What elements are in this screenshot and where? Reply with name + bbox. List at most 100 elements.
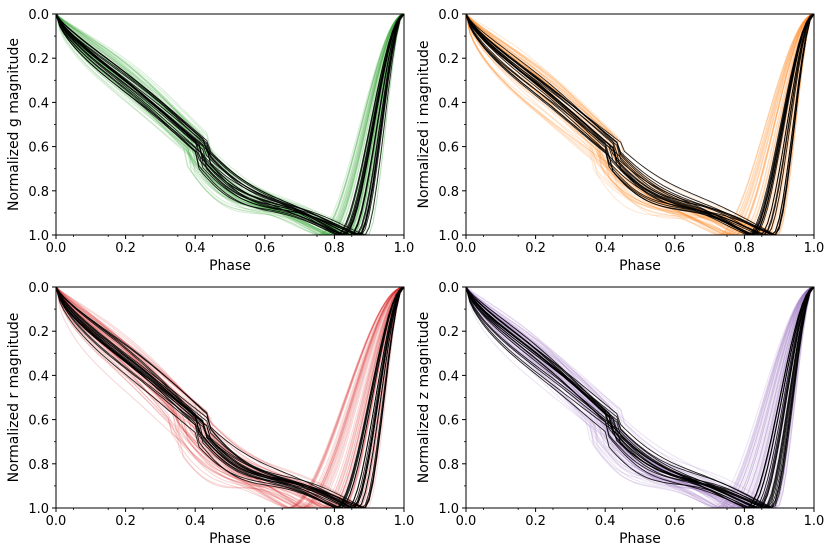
x-tick-label: 1.0 <box>804 514 825 529</box>
background-light-curve <box>56 14 404 235</box>
background-light-curve <box>56 14 404 235</box>
x-tick-label: 1.0 <box>394 514 415 529</box>
highlight-light-curve <box>56 287 404 508</box>
background-light-curve <box>466 287 814 508</box>
x-tick-label: 0.4 <box>185 241 206 256</box>
y-tick-label: 0.4 <box>28 96 49 111</box>
background-light-curve <box>466 14 814 235</box>
background-light-curve <box>56 287 404 508</box>
background-light-curve <box>56 287 404 508</box>
x-tick-label: 0.0 <box>456 241 477 256</box>
y-tick-label: 0.2 <box>438 52 459 67</box>
highlight-light-curve <box>56 14 404 235</box>
background-light-curve <box>56 14 404 235</box>
background-light-curve <box>56 287 404 508</box>
y-tick-label: 0.6 <box>438 141 459 156</box>
background-light-curve <box>466 287 814 508</box>
x-tick-label: 0.6 <box>254 514 275 529</box>
y-axis-label: Normalized i magnitude <box>416 41 432 209</box>
series-group <box>56 14 404 235</box>
x-axis-label: Phase <box>209 531 251 547</box>
highlight-light-curve <box>56 287 404 508</box>
y-tick-label: 0.8 <box>438 458 459 473</box>
background-light-curve <box>466 287 814 508</box>
background-light-curve <box>466 14 814 235</box>
y-tick-label: 1.0 <box>28 502 49 517</box>
background-light-curve <box>56 14 404 235</box>
x-tick-label: 0.4 <box>595 241 616 256</box>
background-light-curve <box>466 14 814 235</box>
background-light-curve <box>56 14 404 235</box>
y-tick-label: 0.0 <box>438 8 459 23</box>
x-tick-label: 0.4 <box>595 514 616 529</box>
y-tick-label: 0.4 <box>28 369 49 384</box>
x-tick-label: 0.6 <box>664 514 685 529</box>
highlight-light-curve <box>56 287 404 508</box>
background-light-curve <box>466 287 814 508</box>
y-tick-label: 1.0 <box>438 229 459 244</box>
background-light-curve <box>56 14 404 235</box>
y-tick-label: 0.4 <box>438 96 459 111</box>
x-tick-label: 0.6 <box>664 241 685 256</box>
background-light-curve <box>466 287 814 508</box>
background-light-curve <box>466 14 814 235</box>
highlight-light-curve <box>56 287 404 508</box>
background-light-curve <box>56 14 404 235</box>
background-light-curve <box>56 14 404 235</box>
x-axis-label: Phase <box>619 258 661 274</box>
background-light-curve <box>466 14 814 235</box>
y-tick-label: 0.8 <box>438 185 459 200</box>
background-light-curve <box>56 287 404 508</box>
y-tick-label: 1.0 <box>438 502 459 517</box>
highlight-light-curve <box>466 14 814 235</box>
chart-panel: 0.0 0.2 0.4 0.6 0.8 1.00.00.20.40.60.81.0Phas… <box>6 8 414 274</box>
background-light-curve <box>56 14 404 235</box>
background-light-curve <box>466 287 814 508</box>
background-light-curve <box>466 14 814 235</box>
y-tick-label: 0.0 <box>438 281 459 296</box>
highlight-light-curve <box>466 287 814 508</box>
y-axis-label: Normalized g magnitude <box>6 38 22 211</box>
background-light-curve <box>466 287 814 508</box>
x-tick-label: 0.2 <box>525 241 546 256</box>
highlight-light-curve <box>56 14 404 235</box>
y-tick-label: 0.0 <box>28 8 49 23</box>
x-tick-label: 0.8 <box>734 514 755 529</box>
background-light-curve <box>56 287 404 508</box>
x-tick-label: 0.8 <box>734 241 755 256</box>
background-light-curve <box>56 14 404 235</box>
chart-panel: 0.0 0.2 0.4 0.6 0.8 1.00.00.20.40.60.81.0Phas… <box>416 8 824 274</box>
series-group <box>466 287 814 508</box>
background-light-curve <box>466 14 814 235</box>
y-tick-label: 0.6 <box>28 141 49 156</box>
background-light-curve <box>56 287 404 508</box>
x-tick-label: 0.6 <box>254 241 275 256</box>
y-tick-label: 0.2 <box>28 52 49 67</box>
y-tick-label: 1.0 <box>28 229 49 244</box>
chart-panel: 0.0 0.2 0.4 0.6 0.8 1.00.00.20.40.60.81.0Phas… <box>6 281 414 547</box>
x-tick-label: 0.0 <box>456 514 477 529</box>
background-light-curve <box>56 287 404 508</box>
highlight-light-curve <box>466 287 814 508</box>
background-light-curve <box>56 287 404 508</box>
y-tick-label: 0.4 <box>438 369 459 384</box>
background-light-curve <box>466 14 814 235</box>
x-tick-label: 0.8 <box>324 514 345 529</box>
highlight-light-curve <box>56 287 404 508</box>
y-axis-label: Normalized r magnitude <box>6 313 22 483</box>
x-axis-label: Phase <box>619 531 661 547</box>
background-light-curve <box>56 287 404 508</box>
background-light-curve <box>466 14 814 235</box>
series-group <box>56 287 404 508</box>
highlight-light-curve <box>56 14 404 235</box>
x-tick-label: 0.2 <box>115 514 136 529</box>
y-tick-label: 0.2 <box>438 325 459 340</box>
x-tick-label: 0.2 <box>525 514 546 529</box>
highlight-light-curve <box>56 287 404 508</box>
background-light-curve <box>466 287 814 508</box>
highlight-light-curve <box>466 14 814 235</box>
x-tick-label: 0.2 <box>115 241 136 256</box>
background-light-curve <box>466 14 814 235</box>
y-tick-label: 0.6 <box>28 414 49 429</box>
highlight-light-curve <box>56 14 404 235</box>
